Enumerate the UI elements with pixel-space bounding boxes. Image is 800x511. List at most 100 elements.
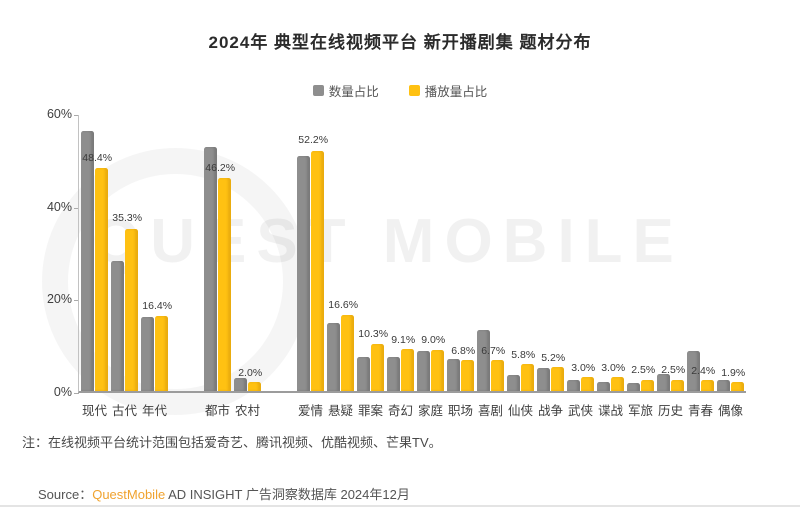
bar-playback bbox=[371, 343, 384, 391]
bar-playback bbox=[218, 178, 231, 391]
bar-quantity bbox=[141, 317, 154, 391]
category-label: 罪案 bbox=[357, 404, 384, 418]
value-label: 35.3% bbox=[112, 212, 143, 225]
value-label: 6.8% bbox=[451, 344, 476, 357]
bar-group: 52.2% 爱情 16.6% 悬疑 10.3% 罪案 9.1% 奇幻 9.0% 家庭 6.8% 职场 6… bbox=[297, 115, 746, 418]
bar-quantity bbox=[537, 368, 550, 391]
y-tick-mark bbox=[74, 207, 79, 209]
category-label: 奇幻 bbox=[387, 404, 414, 418]
bar-pair-青春: 2.4% 青春 bbox=[687, 115, 716, 418]
bar-pair-军旅: 2.5% 军旅 bbox=[627, 115, 656, 418]
value-label: 5.8% bbox=[511, 349, 536, 362]
bar-playback bbox=[611, 377, 624, 391]
y-tick-mark bbox=[74, 393, 79, 394]
bar-quantity bbox=[657, 374, 670, 391]
bar-pair-历史: 2.5% 历史 bbox=[657, 115, 686, 418]
bar-pair-现代: 48.4% 现代 bbox=[81, 115, 112, 418]
value-label: 9.0% bbox=[421, 334, 446, 347]
bar-playback bbox=[155, 315, 168, 391]
bar-pair-偶像: 1.9% 偶像 bbox=[717, 115, 746, 418]
bar-playback bbox=[551, 367, 564, 391]
value-label: 2.5% bbox=[631, 364, 656, 377]
y-tick-label: 60% bbox=[46, 107, 72, 121]
legend: 数量占比 播放量占比 bbox=[0, 81, 800, 100]
footnote: 注：在线视频平台统计范围包括爱奇艺、腾讯视频、优酷视频、芒果TV。 bbox=[22, 435, 442, 450]
bar-quantity bbox=[507, 374, 520, 391]
category-label: 现代 bbox=[81, 404, 108, 418]
value-label: 6.7% bbox=[481, 344, 506, 357]
legend-item-quantity: 数量占比 bbox=[312, 81, 379, 100]
source-prefix: Source： bbox=[38, 487, 93, 502]
category-label: 战争 bbox=[537, 404, 564, 418]
bar-quantity bbox=[297, 156, 310, 391]
category-label: 仙侠 bbox=[507, 404, 534, 418]
category-label: 爱情 bbox=[297, 404, 324, 418]
value-label: 5.2% bbox=[541, 351, 566, 364]
bar-playback bbox=[95, 168, 108, 391]
bar-playback bbox=[641, 379, 654, 391]
value-label: 2.5% bbox=[661, 364, 686, 377]
category-label: 家庭 bbox=[417, 404, 444, 418]
value-label: 3.0% bbox=[571, 362, 596, 375]
bar-playback bbox=[311, 150, 324, 391]
bar-pair-仙侠: 5.8% 仙侠 bbox=[507, 115, 536, 418]
source-rest: AD INSIGHT 广告洞察数据库 2024年12月 bbox=[165, 487, 410, 502]
bar-playback bbox=[341, 314, 354, 391]
bar-pair-年代: 16.4% 年代 bbox=[141, 115, 172, 418]
bar-pair-罪案: 10.3% 罪案 bbox=[357, 115, 388, 418]
bar-pair-喜剧: 6.7% 喜剧 bbox=[477, 115, 506, 418]
bar-playback bbox=[701, 379, 714, 391]
bar-quantity bbox=[717, 379, 730, 391]
bar-quantity bbox=[357, 356, 370, 391]
bar-pair-家庭: 9.0% 家庭 bbox=[417, 115, 446, 418]
bar-quantity bbox=[327, 322, 340, 391]
value-label: 1.9% bbox=[721, 367, 746, 380]
plot-area: 48.4% 现代 35.3% 古代 16.4% 年代 46.2% 都市 2.0% 农村 52.2% 爱… bbox=[78, 115, 746, 418]
category-label: 农村 bbox=[234, 404, 261, 418]
value-label: 2.4% bbox=[691, 364, 716, 377]
bar-playback bbox=[521, 364, 534, 391]
bar-pair-武侠: 3.0% 武侠 bbox=[567, 115, 596, 418]
bar-quantity bbox=[234, 378, 247, 391]
bar-pair-谍战: 3.0% 谍战 bbox=[597, 115, 626, 418]
bar-quantity bbox=[627, 383, 640, 391]
category-label: 历史 bbox=[657, 404, 684, 418]
legend-swatch-quantity-icon bbox=[312, 85, 324, 96]
bar-playback bbox=[671, 379, 684, 391]
bar-quantity bbox=[597, 381, 610, 391]
category-label: 古代 bbox=[111, 404, 138, 418]
bar-pair-战争: 5.2% 战争 bbox=[537, 115, 566, 418]
value-label: 10.3% bbox=[358, 328, 389, 341]
category-label: 偶像 bbox=[717, 404, 744, 418]
bar-quantity bbox=[81, 131, 94, 391]
bar-pair-职场: 6.8% 职场 bbox=[447, 115, 476, 418]
value-label: 3.0% bbox=[601, 362, 626, 375]
category-label: 军旅 bbox=[627, 404, 654, 418]
bar-playback bbox=[401, 349, 414, 391]
category-label: 年代 bbox=[141, 404, 168, 418]
value-label: 46.2% bbox=[205, 161, 236, 174]
y-tick-mark bbox=[74, 115, 79, 116]
bar-quantity bbox=[111, 261, 124, 391]
value-label: 2.0% bbox=[238, 366, 263, 379]
y-tick-label: 40% bbox=[46, 199, 72, 214]
value-label: 16.4% bbox=[142, 300, 173, 313]
bar-playback bbox=[431, 349, 444, 391]
value-label: 48.4% bbox=[82, 151, 113, 164]
bar-playback bbox=[125, 228, 138, 391]
bar-playback bbox=[731, 382, 744, 391]
category-label: 谍战 bbox=[597, 404, 624, 418]
legend-label-quantity: 数量占比 bbox=[328, 85, 379, 99]
bar-playback bbox=[248, 381, 261, 391]
bar-pair-奇幻: 9.1% 奇幻 bbox=[387, 115, 415, 418]
y-tick-label: 20% bbox=[46, 292, 72, 307]
source-line: Source：QuestMobile AD INSIGHT 广告洞察数据库 20… bbox=[38, 484, 410, 503]
chart-title: 2024年 典型在线视频平台 新开播剧集 题材分布 bbox=[208, 33, 592, 52]
bar-quantity bbox=[204, 147, 217, 391]
y-tick-mark bbox=[74, 300, 79, 302]
legend-item-playback: 播放量占比 bbox=[408, 81, 487, 100]
category-label: 职场 bbox=[447, 404, 474, 418]
category-label: 悬疑 bbox=[327, 404, 354, 418]
bar-quantity bbox=[567, 379, 580, 391]
bar-pair-农村: 2.0% 农村 bbox=[234, 115, 263, 418]
